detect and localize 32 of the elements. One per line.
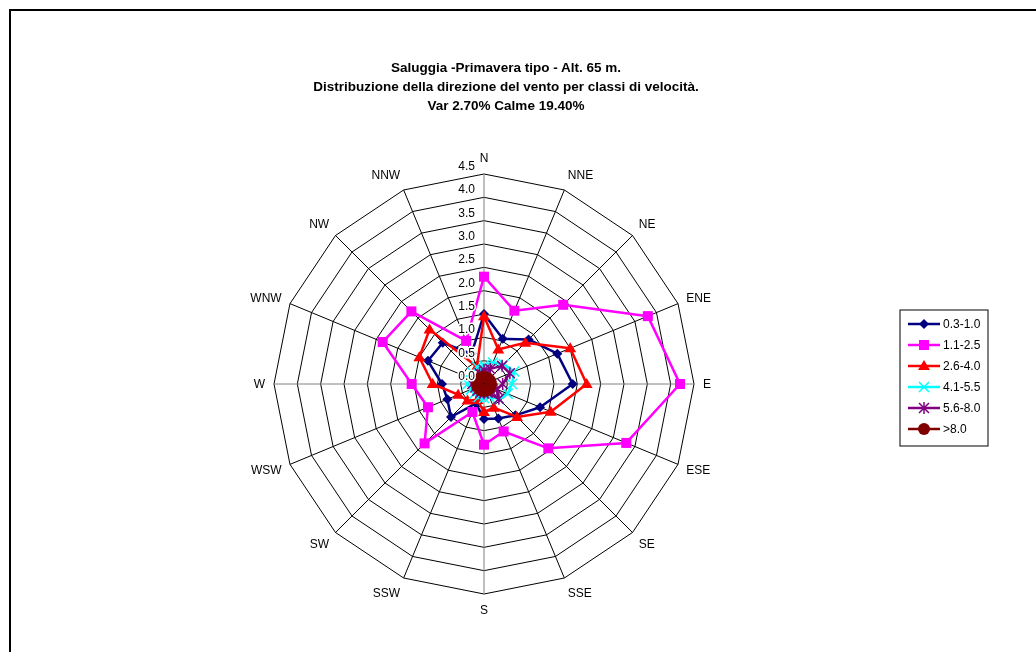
legend-label: 0.3-1.0 bbox=[943, 317, 981, 331]
legend-label: 1.1-2.5 bbox=[943, 338, 981, 352]
spoke-label: N bbox=[479, 151, 489, 165]
spoke-label: SE bbox=[638, 536, 655, 551]
chart-title: Saluggia -Primavera tipo - Alt. 65 m. bbox=[391, 60, 621, 75]
spoke-label: SSE bbox=[567, 585, 592, 600]
legend-label: >8.0 bbox=[943, 422, 968, 436]
spoke-label: S bbox=[479, 603, 489, 617]
legend-label: 5.6-8.0 bbox=[943, 401, 981, 415]
spoke-label: NE bbox=[638, 217, 656, 232]
spoke-label: E bbox=[703, 377, 712, 391]
spoke-label: WSW bbox=[251, 463, 283, 478]
legend-label: 4.1-5.5 bbox=[943, 380, 981, 394]
y-tick-label: 3.0 bbox=[458, 229, 476, 243]
y-tick-label: 0.5 bbox=[458, 345, 476, 360]
spoke-label: ESE bbox=[686, 463, 711, 478]
y-tick-label: 3.5 bbox=[458, 205, 476, 220]
spoke-label: WNW bbox=[250, 290, 283, 305]
spoke-label: NNW bbox=[371, 168, 401, 183]
y-tick-label: 4.0 bbox=[458, 182, 476, 197]
y-tick-label: 2.0 bbox=[458, 275, 476, 290]
spoke-label: NW bbox=[309, 217, 330, 232]
chart-subtitle: Distribuzione della direzione del vento per classi di velocità. Var 2.70% Calme 19.40% bbox=[313, 79, 699, 113]
y-tick-label: 4.5 bbox=[458, 159, 476, 173]
spoke-label: W bbox=[253, 377, 266, 391]
y-tick-label: 1.5 bbox=[458, 299, 476, 313]
legend-label: 2.6-4.0 bbox=[943, 359, 981, 373]
spoke-label: SW bbox=[309, 536, 330, 551]
spoke-label: ENE bbox=[686, 290, 712, 305]
spoke-label: SSW bbox=[372, 585, 401, 600]
y-tick-label: 2.5 bbox=[458, 252, 476, 267]
spoke-label: NNE bbox=[567, 168, 594, 183]
